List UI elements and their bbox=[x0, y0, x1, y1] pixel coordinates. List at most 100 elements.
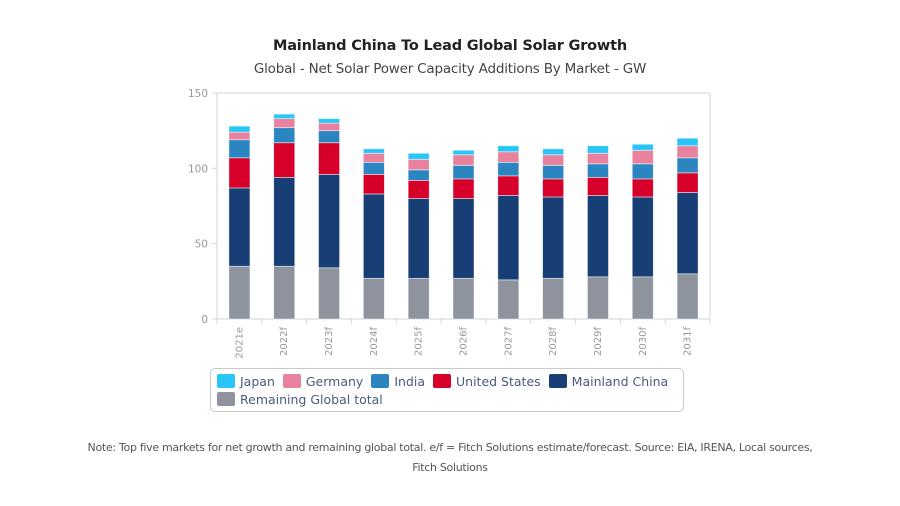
bar-segment-remaining-global-total bbox=[587, 276, 609, 320]
bar-segment-germany bbox=[497, 151, 520, 163]
bar-segment-japan bbox=[228, 125, 251, 133]
bar-segment-india bbox=[542, 164, 565, 180]
bar-segment-mainland-china bbox=[228, 187, 251, 267]
chart-note: Note: Top five markets for net growth an… bbox=[0, 437, 900, 477]
bar-segment-japan bbox=[407, 152, 430, 160]
x-tick-label: 2028f bbox=[548, 327, 559, 356]
bar-segment-germany bbox=[228, 131, 251, 141]
bars bbox=[228, 113, 699, 320]
bar-segment-remaining-global-total bbox=[497, 279, 520, 320]
bar-segment-remaining-global-total bbox=[362, 277, 385, 320]
bar-segment-mainland-china bbox=[362, 193, 385, 279]
bar-segment-germany bbox=[452, 154, 475, 166]
x-tick-label: 2026f bbox=[459, 327, 470, 356]
bar-segment-japan bbox=[631, 143, 654, 151]
legend-label: Japan bbox=[240, 373, 275, 389]
axes: 0 50 100 150 bbox=[188, 88, 711, 326]
x-tick-label: 2025f bbox=[414, 327, 425, 356]
bar-segment-united-states bbox=[318, 142, 340, 175]
bar-segment-germany bbox=[407, 158, 430, 171]
bar-segment-mainland-china bbox=[497, 195, 520, 281]
bar-segment-united-states bbox=[362, 173, 385, 195]
bar-segment-remaining-global-total bbox=[228, 265, 251, 320]
bar-segment-united-states bbox=[407, 179, 430, 199]
legend-item-mainland-china: Mainland China bbox=[548, 374, 668, 389]
legend-swatch bbox=[548, 374, 567, 388]
bar-segment-india bbox=[228, 139, 251, 159]
legend-row: Remaining Global total bbox=[217, 390, 677, 408]
bar-segment-japan bbox=[542, 148, 565, 156]
bar-segment-japan bbox=[676, 137, 699, 147]
legend-swatch bbox=[371, 374, 390, 388]
bar-segment-united-states bbox=[228, 157, 251, 189]
bar-segment-india bbox=[676, 157, 699, 174]
chart-subtitle: Global - Net Solar Power Capacity Additi… bbox=[253, 61, 647, 77]
bar-stack-2023f bbox=[318, 118, 340, 320]
bar-segment-germany bbox=[631, 149, 654, 165]
note-line-1: Note: Top five markets for net growth an… bbox=[87, 441, 813, 454]
bar-segment-japan bbox=[273, 113, 296, 120]
bar-segment-india bbox=[362, 161, 385, 175]
bar-stack-2028f bbox=[542, 148, 565, 320]
legend-label: India bbox=[394, 373, 426, 389]
legend-label: Germany bbox=[305, 373, 364, 389]
bar-segment-india bbox=[587, 163, 609, 178]
chart-title: Mainland China To Lead Global Solar Grow… bbox=[272, 38, 627, 54]
bar-segment-united-states bbox=[452, 178, 475, 199]
legend-swatch bbox=[282, 374, 301, 388]
bar-stack-2022f bbox=[273, 113, 296, 320]
bar-segment-india bbox=[497, 161, 520, 177]
x-tick-label: 2030f bbox=[638, 327, 649, 356]
bar-segment-japan bbox=[587, 145, 609, 154]
bar-segment-mainland-china bbox=[542, 196, 565, 279]
legend-swatch bbox=[433, 374, 452, 388]
bar-stack-2026f bbox=[452, 149, 475, 320]
note-line-2: Fitch Solutions bbox=[412, 461, 488, 474]
bar-segment-germany bbox=[542, 154, 565, 166]
bar-segment-japan bbox=[362, 148, 385, 154]
bar-segment-united-states bbox=[676, 172, 699, 193]
bar-segment-india bbox=[631, 163, 654, 180]
x-tick-label: 2031f bbox=[683, 327, 694, 356]
bar-stack-2029f bbox=[587, 145, 609, 320]
bar-stack-2027f bbox=[497, 145, 520, 320]
legend-row: Japan Germany India United States Mainland C… bbox=[217, 372, 677, 390]
bar-segment-mainland-china bbox=[631, 196, 654, 278]
bar-stack-2024f bbox=[362, 148, 385, 320]
x-tick-label: 2024f bbox=[369, 327, 380, 356]
bar-segment-united-states bbox=[542, 178, 565, 198]
bar-segment-germany bbox=[676, 145, 699, 159]
bar-segment-japan bbox=[318, 118, 340, 124]
y-tick-label: 100 bbox=[188, 163, 208, 175]
bar-stack-2030f bbox=[631, 143, 654, 320]
y-tick-label: 150 bbox=[188, 88, 208, 100]
bar-segment-united-states bbox=[587, 176, 609, 196]
bar-segment-japan bbox=[452, 149, 475, 156]
bar-segment-mainland-china bbox=[452, 198, 475, 279]
x-tick-labels: 2021e 2022f 2023f 2024f 2025f 2026f 2027f 2028f… bbox=[234, 327, 693, 359]
bar-segment-mainland-china bbox=[587, 195, 609, 278]
legend-swatch bbox=[217, 392, 235, 406]
bar-segment-remaining-global-total bbox=[676, 273, 699, 320]
bar-segment-united-states bbox=[631, 178, 654, 198]
chart-plot: 0 50 100 150 2021e 2022f 2023f 2024f 2025f 2026f… bbox=[188, 88, 711, 359]
bar-segment-remaining-global-total bbox=[407, 277, 430, 320]
legend-label: United States bbox=[456, 373, 541, 389]
bar-segment-remaining-global-total bbox=[273, 265, 296, 320]
y-tick-label: 0 bbox=[201, 314, 208, 326]
x-tick-label: 2023f bbox=[324, 327, 335, 356]
bar-segment-mainland-china bbox=[676, 192, 699, 275]
legend-item-india: India bbox=[371, 374, 425, 389]
legend-item-united-states: United States bbox=[433, 374, 541, 389]
bar-segment-germany bbox=[587, 152, 609, 165]
bar-segment-india bbox=[273, 127, 296, 144]
bar-segment-japan bbox=[497, 145, 520, 153]
bar-stack-2021e bbox=[228, 125, 251, 320]
bar-segment-india bbox=[407, 169, 430, 181]
bar-segment-remaining-global-total bbox=[318, 267, 340, 320]
x-tick-label: 2021e bbox=[234, 327, 245, 359]
bar-segment-mainland-china bbox=[273, 176, 296, 267]
y-tick-label: 50 bbox=[195, 239, 208, 251]
bar-segment-germany bbox=[273, 118, 296, 129]
bar-segment-india bbox=[452, 164, 475, 180]
